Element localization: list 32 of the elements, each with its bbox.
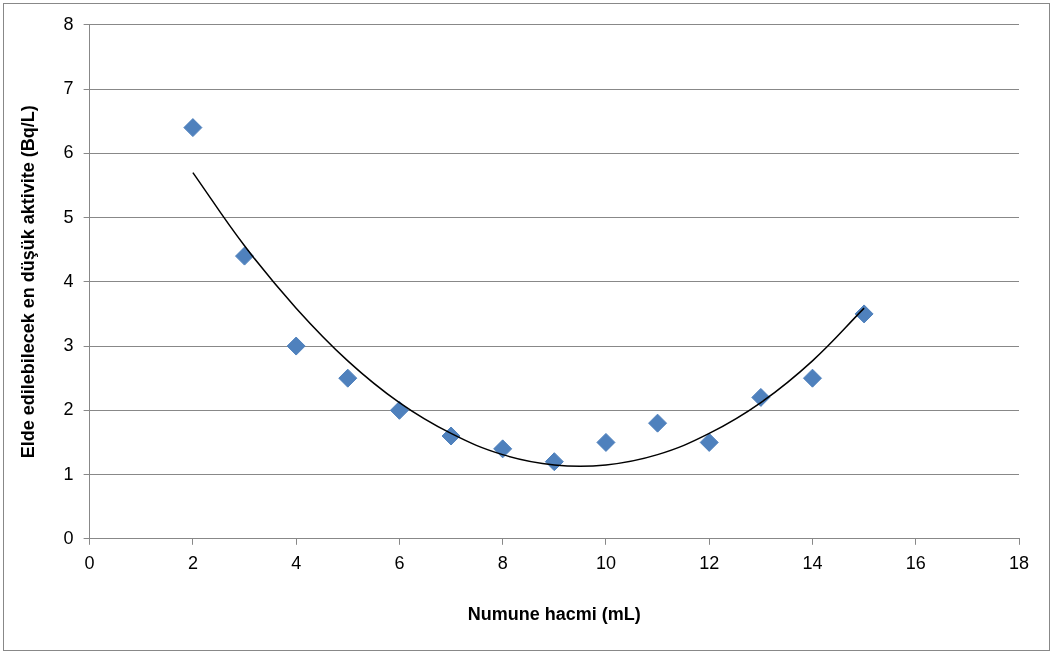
point: [183, 118, 203, 138]
x-tick-label: 4: [291, 552, 302, 573]
point: [338, 368, 358, 388]
y-tick-label: 0: [63, 527, 74, 548]
point: [648, 413, 668, 433]
x-axis-title: Numune hacmi (mL): [467, 604, 641, 625]
y-tick-label: 4: [63, 270, 74, 291]
x-tick-label: 16: [905, 552, 926, 573]
y-tick-label: 8: [63, 13, 74, 34]
y-tick-label: 2: [63, 399, 74, 420]
point: [235, 246, 255, 266]
point: [389, 400, 409, 420]
x-tick-label: 12: [699, 552, 720, 573]
y-tick-label: 6: [63, 142, 74, 163]
x-tick-label: 8: [497, 552, 508, 573]
point: [699, 432, 719, 452]
point: [802, 368, 822, 388]
x-tick-label: 0: [84, 552, 95, 573]
y-tick-label: 5: [63, 206, 74, 227]
y-tick-label: 7: [63, 78, 74, 99]
point: [854, 304, 874, 324]
x-tick-label: 18: [1008, 552, 1030, 573]
point: [596, 432, 616, 452]
point: [493, 439, 513, 459]
y-tick-label: 3: [63, 335, 74, 356]
x-tick-label: 6: [394, 552, 405, 573]
y-axis-title: Elde edilebilecek en düşük aktivite (Bq/L): [17, 105, 38, 459]
x-tick-label: 10: [595, 552, 616, 573]
x-tick-label: 14: [802, 552, 823, 573]
point: [286, 336, 306, 356]
x-tick-label: 2: [187, 552, 198, 573]
y-tick-label: 1: [63, 463, 74, 484]
